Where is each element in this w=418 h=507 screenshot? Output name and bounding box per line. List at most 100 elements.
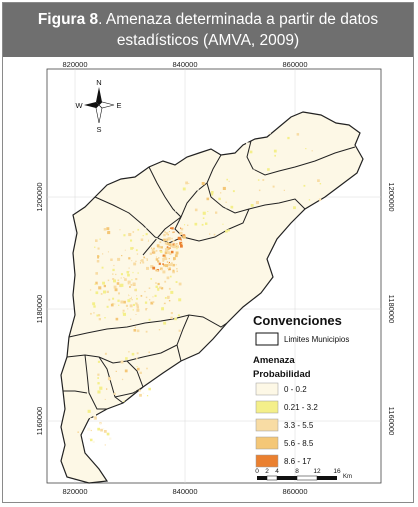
hazard-pixel: [251, 169, 255, 173]
hazard-pixel: [287, 136, 290, 140]
hazard-pixel: [102, 262, 106, 266]
hazard-pixel: [135, 260, 137, 262]
hazard-pixel: [283, 188, 286, 190]
hazard-pixel: [115, 317, 119, 321]
hazard-pixel: [136, 295, 138, 297]
hazard-pixel: [168, 243, 172, 246]
hazard-pixel: [167, 296, 170, 299]
hazard-pixel: [148, 387, 151, 391]
hazard-pixel: [205, 222, 208, 225]
hazard-pixel: [319, 183, 322, 185]
hazard-pixel: [87, 427, 91, 431]
scale-label: 0: [255, 468, 259, 475]
hazard-pixel: [106, 290, 109, 293]
hazard-pixel: [98, 304, 100, 306]
hazard-pixel: [98, 318, 101, 321]
hazard-pixel: [126, 271, 129, 274]
hazard-pixel: [97, 373, 100, 376]
hazard-pixel: [121, 255, 123, 257]
hazard-pixel: [119, 229, 121, 231]
hazard-pixel: [129, 286, 131, 288]
hazard-pixel: [187, 224, 189, 226]
hazard-pixel: [125, 357, 128, 360]
hazard-pixel: [145, 239, 149, 242]
hazard-probability-layer: [77, 131, 322, 446]
hazard-pixel: [122, 312, 124, 314]
scale-segment: [317, 476, 337, 480]
hazard-pixel: [136, 352, 139, 355]
hazard-pixel: [165, 232, 169, 235]
hazard-pixel: [156, 244, 160, 247]
hazard-pixel: [158, 262, 161, 265]
hazard-pixel: [98, 314, 101, 317]
hazard-pixel: [132, 282, 136, 286]
scale-segment: [277, 476, 297, 480]
y-tick-left: 1200000: [35, 182, 44, 211]
hazard-pixel: [175, 251, 179, 255]
hazard-pixel: [117, 257, 121, 261]
hazard-pixel: [308, 199, 311, 201]
hazard-pixel: [173, 243, 176, 246]
hazard-pixel: [249, 150, 253, 154]
hazard-pixel: [93, 414, 96, 417]
hazard-pixel: [159, 250, 161, 252]
hazard-pixel: [110, 365, 114, 369]
hazard-pixel: [124, 249, 126, 251]
hazard-pixel: [158, 329, 161, 331]
hazard-pixel: [135, 280, 138, 283]
hazard-pixel: [104, 444, 106, 446]
hazard-pixel: [114, 303, 116, 305]
hazard-pixel: [268, 131, 271, 135]
legend-swatch: [255, 436, 279, 450]
hazard-pixel: [127, 282, 130, 285]
hazard-pixel: [177, 304, 181, 308]
hazard-pixel: [130, 247, 133, 250]
hazard-pixel: [155, 256, 157, 258]
x-axis-top: 820000 840000 860000: [62, 60, 307, 69]
hazard-pixel: [155, 249, 158, 252]
hazard-pixel: [168, 269, 170, 271]
hazard-pixel: [150, 278, 152, 280]
hazard-pixel: [274, 154, 276, 157]
hazard-pixel: [90, 429, 92, 432]
legend: Convenciones Limites Municipios Amenaza …: [253, 313, 349, 468]
hazard-pixel: [97, 427, 100, 431]
hazard-pixel: [136, 297, 138, 300]
compass-e-label: E: [116, 101, 121, 110]
hazard-pixel: [164, 297, 167, 299]
legend-class-label: 0 - 0.2: [284, 385, 307, 394]
hazard-pixel: [130, 284, 133, 286]
hazard-pixel: [170, 312, 173, 315]
hazard-pixel: [95, 291, 99, 295]
hazard-pixel: [90, 438, 93, 442]
hazard-pixel: [296, 133, 300, 136]
hazard-pixel: [131, 260, 133, 262]
hazard-pixel: [129, 271, 133, 275]
hazard-pixel: [97, 360, 100, 363]
hazard-pixel: [194, 208, 198, 212]
hazard-pixel: [160, 287, 164, 290]
hazard-pixel: [176, 268, 178, 270]
hazard-pixel: [201, 223, 204, 226]
hazard-pixel: [136, 253, 139, 255]
hazard-pixel: [123, 277, 125, 279]
hazard-pixel: [174, 254, 178, 258]
hazard-pixel: [112, 278, 115, 280]
legend-class-label: 5.6 - 8.5: [284, 439, 314, 448]
hazard-pixel: [157, 288, 160, 291]
y-tick-right: 1180000: [387, 295, 396, 324]
scale-unit: Km: [343, 474, 352, 480]
hazard-pixel: [185, 181, 188, 185]
hazard-pixel: [164, 241, 168, 245]
hazard-pixel: [103, 284, 106, 288]
hazard-pixel: [97, 281, 101, 284]
hazard-pixel: [142, 233, 145, 236]
hazard-pixel: [166, 247, 170, 251]
hazard-pixel: [98, 286, 102, 290]
hazard-pixel: [317, 131, 320, 134]
hazard-pixel: [166, 242, 170, 246]
hazard-pixel: [124, 278, 127, 281]
scale-segment: [266, 475, 278, 481]
hazard-pixel: [102, 281, 105, 285]
hazard-pixel: [144, 290, 146, 293]
